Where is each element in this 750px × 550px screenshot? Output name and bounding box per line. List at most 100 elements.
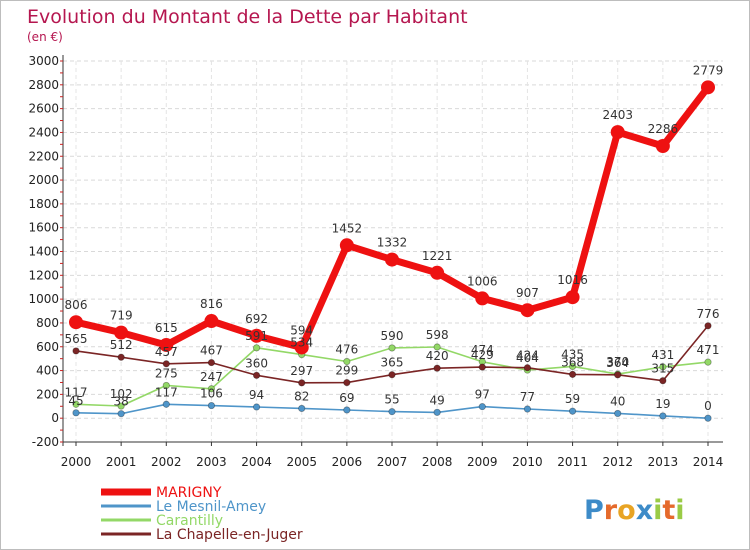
data-label: 2286	[648, 122, 679, 136]
data-label: 82	[294, 389, 309, 403]
data-point	[704, 358, 712, 366]
y-tick-label: 0	[51, 411, 59, 425]
data-label: 315	[651, 362, 674, 376]
x-tick-label: 2010	[512, 455, 543, 469]
data-label: 360	[245, 356, 268, 370]
data-label: 420	[426, 349, 449, 363]
x-tick-label: 2014	[693, 455, 724, 469]
x-tick-label: 2003	[196, 455, 227, 469]
data-label: 38	[114, 395, 129, 409]
data-label: 1016	[557, 273, 588, 287]
data-label: 719	[110, 309, 133, 323]
data-label: 404	[516, 351, 539, 365]
data-label: 424	[516, 349, 539, 363]
data-point	[298, 379, 306, 387]
series-group	[69, 80, 715, 422]
data-point	[343, 378, 351, 387]
data-label: 297	[290, 364, 313, 378]
data-label: 594	[290, 323, 313, 337]
data-label: 247	[200, 370, 223, 384]
data-label: 565	[65, 332, 88, 346]
data-labels: 806 719 615 816 692 594 1452 1332 1221 1006 907 101…	[65, 63, 724, 413]
data-point	[704, 414, 712, 422]
legend-label: La Chapelle-en-Juger	[156, 527, 303, 543]
y-tick-label: 800	[36, 316, 59, 330]
y-tick-label: 2400	[28, 125, 59, 139]
data-label: 364	[606, 356, 629, 370]
x-tick-label: 2013	[648, 455, 679, 469]
x-tick-label: 2005	[286, 455, 317, 469]
logo-letter: i	[675, 495, 684, 526]
data-point	[659, 377, 667, 385]
data-label: 370	[606, 355, 629, 369]
data-label: 471	[697, 343, 720, 357]
proxiti-logo: Proxiti	[584, 495, 685, 526]
data-point	[388, 408, 396, 416]
data-point	[72, 409, 80, 417]
data-point	[72, 347, 80, 355]
x-tick-label: 2002	[151, 455, 182, 469]
data-label: 55	[384, 393, 399, 407]
data-point	[655, 139, 670, 154]
data-point	[388, 344, 396, 352]
data-point	[114, 325, 129, 340]
x-tick-label: 2008	[422, 455, 453, 469]
x-tick-label: 2011	[557, 455, 588, 469]
data-point	[568, 362, 577, 370]
data-point	[701, 80, 715, 95]
y-tick-label: 200	[36, 387, 59, 401]
data-point	[339, 238, 354, 253]
series-carantilly	[72, 343, 712, 410]
series-le-mesnil-amey	[72, 400, 712, 422]
x-tick-label: 2001	[106, 455, 137, 469]
logo-letter: i	[653, 495, 662, 526]
data-label: 615	[155, 321, 178, 335]
series-marigny	[69, 80, 715, 355]
data-label: 117	[155, 385, 178, 399]
logo-letter: P	[584, 495, 604, 526]
data-point	[478, 403, 486, 411]
y-tick-label: 1600	[28, 221, 59, 235]
legend-label: Le Mesnil-Amey	[156, 499, 266, 515]
data-point	[343, 357, 351, 366]
data-point	[433, 343, 441, 351]
data-point	[388, 371, 396, 379]
data-label: 476	[335, 343, 358, 357]
y-tick-label: 2200	[28, 149, 59, 163]
data-point	[207, 385, 216, 393]
data-label: 2779	[693, 63, 724, 77]
data-label: 776	[697, 307, 720, 321]
data-point	[72, 400, 80, 408]
chart-subtitle: (en €)	[27, 30, 63, 44]
data-point	[117, 410, 125, 418]
data-point	[252, 371, 261, 379]
legend-label: Carantilly	[156, 513, 223, 529]
data-label: 474	[471, 343, 494, 357]
y-tick-label: 3000	[28, 54, 59, 68]
data-point	[433, 364, 441, 372]
data-label: 591	[245, 329, 268, 343]
data-label: 0	[704, 399, 712, 413]
data-point	[568, 407, 577, 415]
data-point	[433, 408, 441, 416]
data-label: 435	[561, 347, 584, 361]
data-point	[204, 314, 219, 329]
logo-letter: x	[636, 495, 653, 526]
y-tick-label: 600	[36, 340, 59, 354]
data-label: 1006	[467, 274, 498, 288]
data-label: 816	[200, 297, 223, 311]
data-label: 97	[475, 388, 490, 402]
data-label: 467	[200, 344, 223, 358]
data-point	[430, 265, 445, 280]
legend-label: MARIGNY	[156, 485, 222, 501]
series-la-chapelle-en-juger	[72, 322, 712, 387]
grid	[63, 60, 723, 443]
x-tick-label: 2000	[61, 455, 92, 469]
data-label: 368	[561, 355, 584, 369]
data-label: 1452	[332, 221, 363, 235]
data-label: 49	[430, 393, 445, 407]
data-point	[162, 381, 170, 390]
data-label: 69	[339, 391, 354, 405]
data-point	[568, 370, 577, 378]
data-label: 692	[245, 312, 268, 326]
